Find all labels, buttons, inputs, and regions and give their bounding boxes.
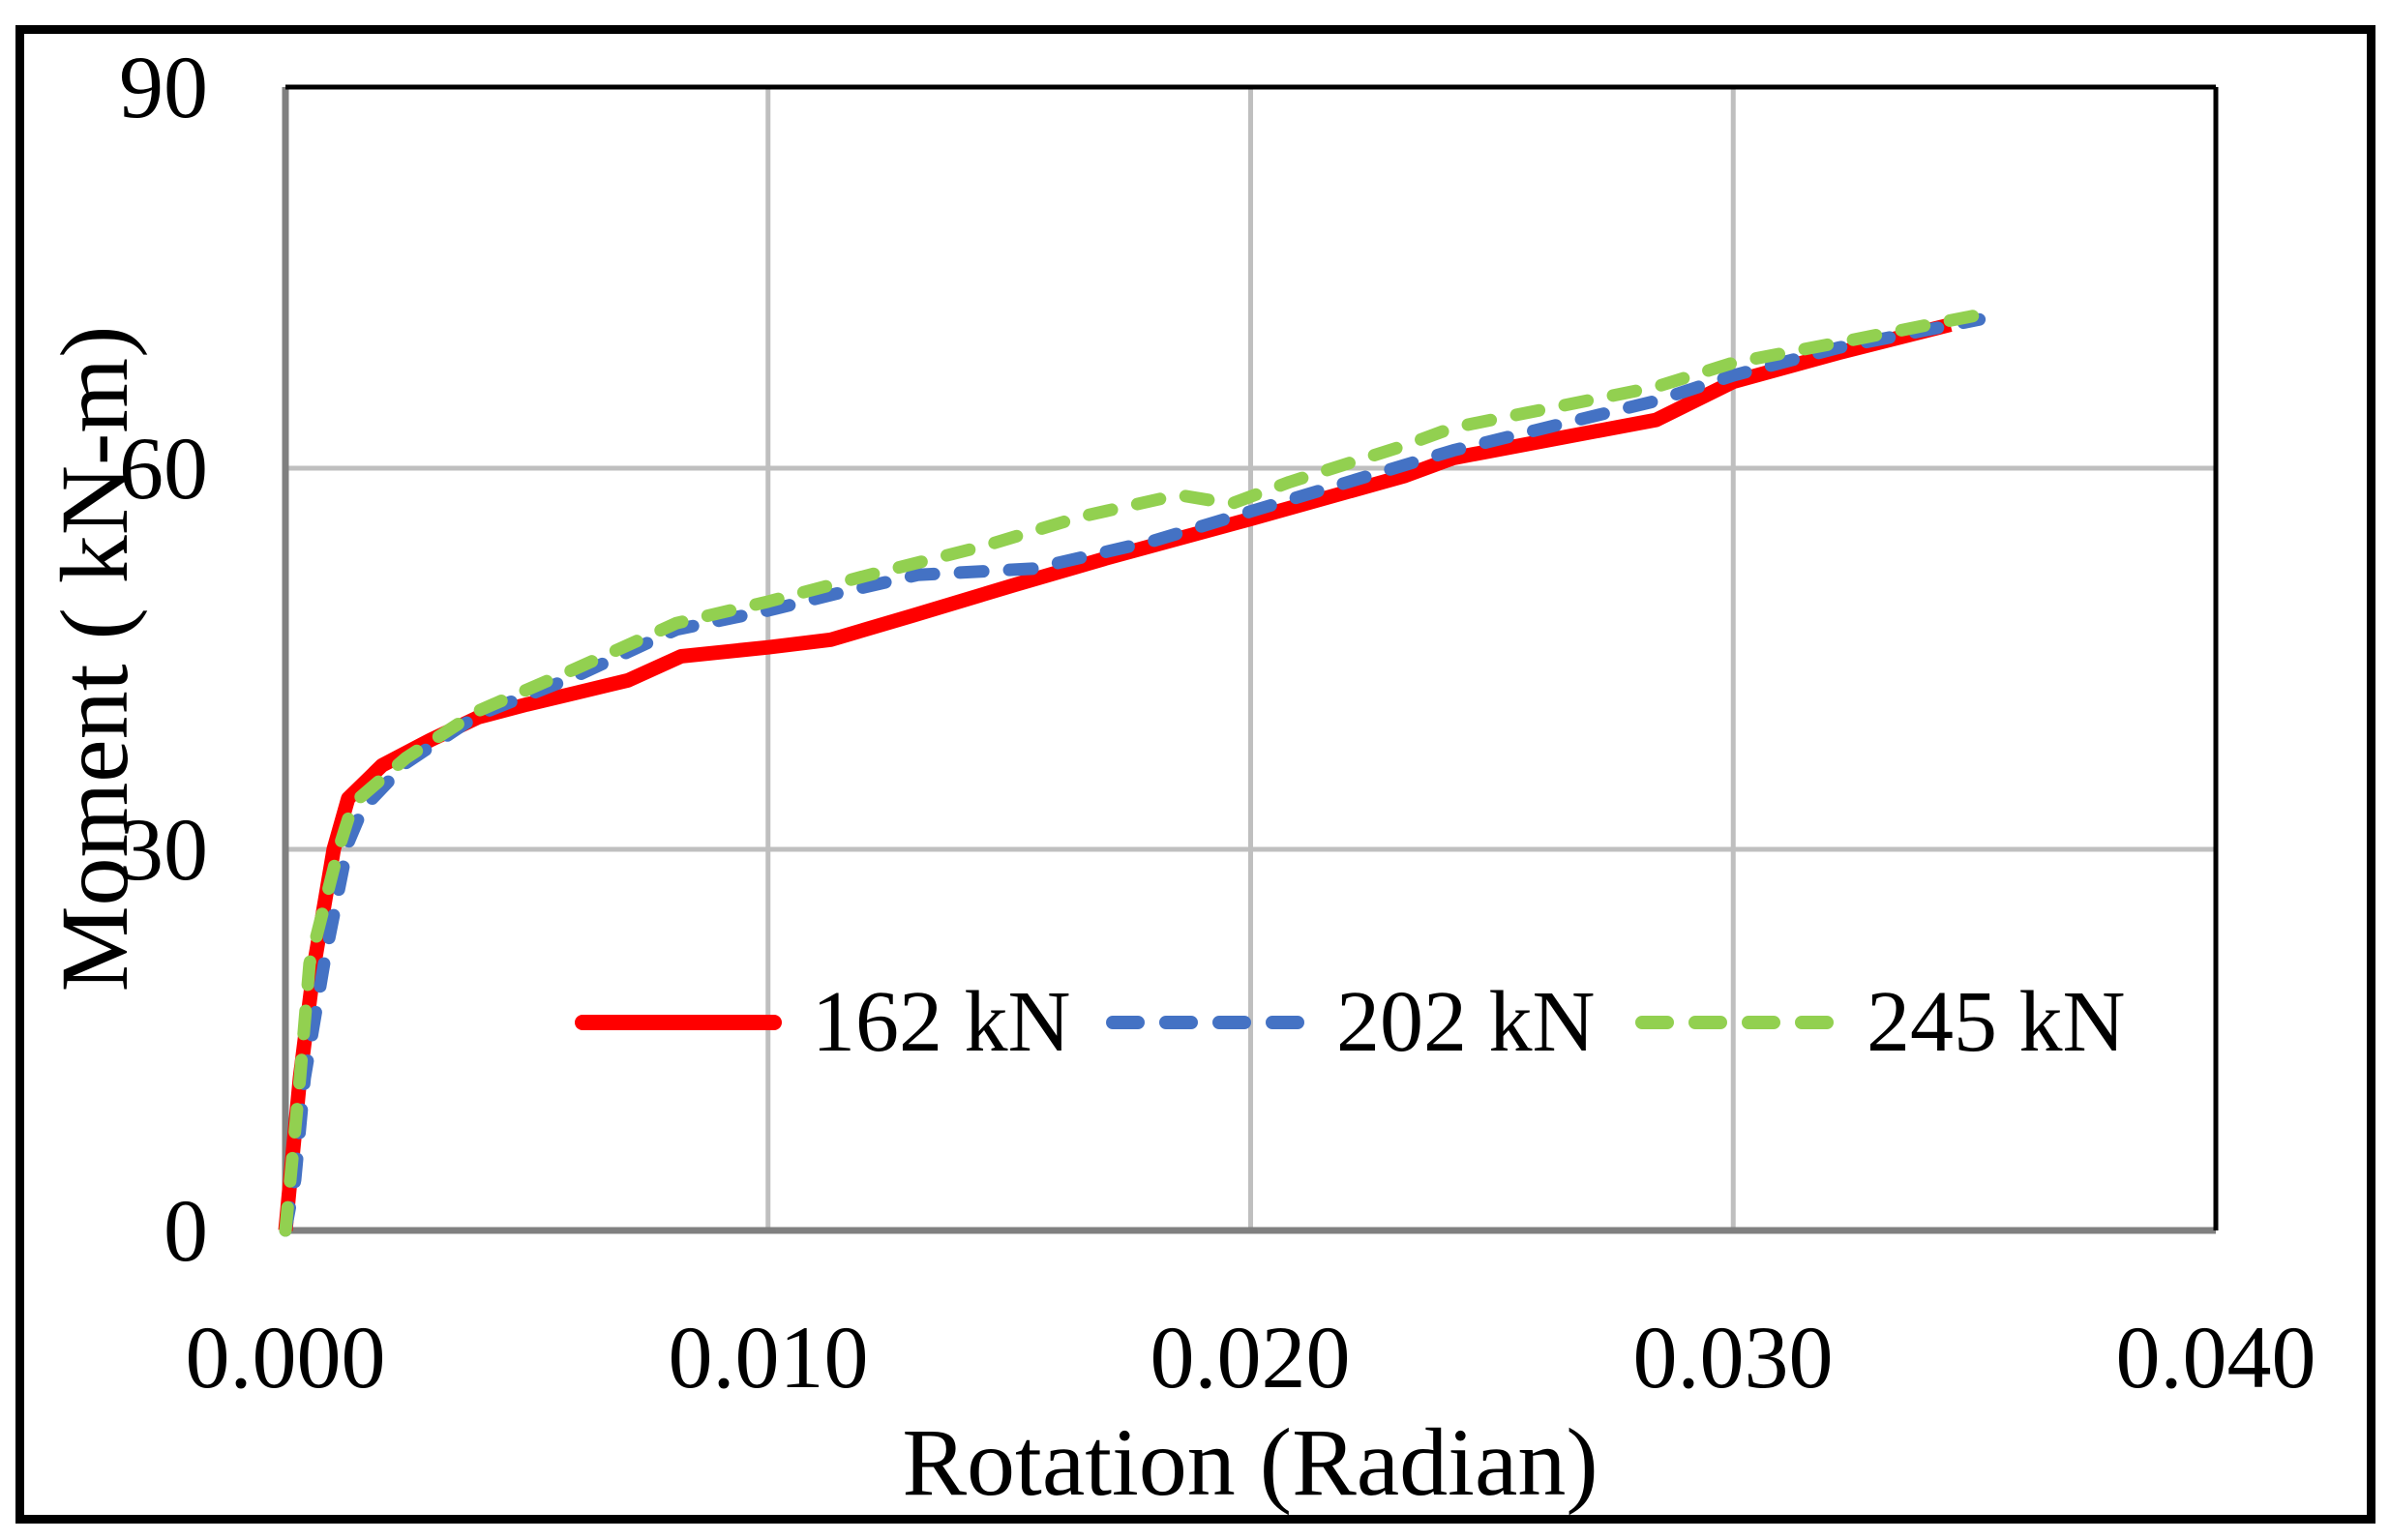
y-tick-60: 60 — [119, 419, 208, 518]
x-tick-0010: 0.010 — [668, 1308, 869, 1407]
legend-label-245kN: 245 kN — [1867, 974, 2126, 1070]
x-tick-0040: 0.040 — [2115, 1308, 2316, 1407]
series-line-245-kN — [279, 309, 1982, 1237]
legend-swatch-162kN — [575, 1015, 782, 1030]
figure-border — [15, 25, 2375, 1524]
x-tick-0030: 0.030 — [1632, 1308, 1834, 1407]
legend-label-202kN: 202 kN — [1336, 974, 1596, 1070]
y-tick-30: 30 — [119, 800, 208, 899]
series-line-202-kN — [279, 312, 1987, 1237]
x-axis-title: Rotation (Radian) — [902, 1408, 1598, 1516]
legend-label-162kN: 162 kN — [812, 974, 1071, 1070]
legend-swatch-202kN — [1106, 1016, 1311, 1029]
y-axis-title: Moment ( kN-m) — [41, 325, 148, 992]
legend-swatch-245kN — [1635, 1016, 1840, 1029]
x-tick-0000: 0.000 — [185, 1308, 386, 1407]
x-tick-0020: 0.020 — [1150, 1308, 1351, 1407]
y-tick-90: 90 — [119, 38, 208, 136]
series-line-162-kN — [278, 317, 1953, 1231]
y-tick-0: 0 — [164, 1181, 208, 1280]
